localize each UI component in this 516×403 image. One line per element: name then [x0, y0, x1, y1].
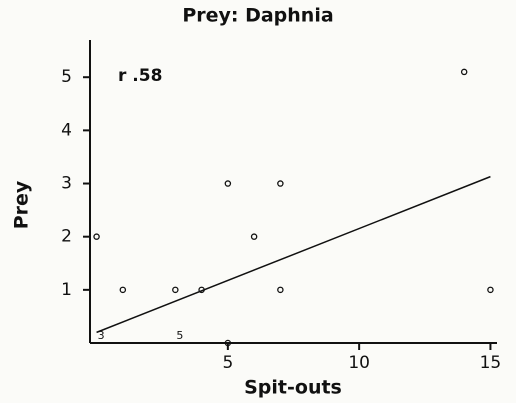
y-tick-label: 5	[61, 67, 72, 87]
point	[172, 286, 179, 294]
point	[198, 286, 205, 294]
y-tick-label: 3	[61, 174, 72, 194]
point	[277, 286, 284, 294]
y-tick-label: 1	[61, 280, 72, 300]
chart-title: Prey: Daphnia	[182, 5, 333, 27]
point	[250, 233, 258, 240]
point	[460, 68, 468, 76]
point	[93, 233, 100, 240]
y-axis-label: Prey	[11, 180, 33, 229]
count-label: 3	[98, 329, 105, 342]
count-label: 5	[176, 329, 183, 342]
point	[487, 286, 494, 294]
y-tick-label: 2	[61, 227, 72, 247]
point	[119, 286, 127, 294]
point	[224, 339, 232, 347]
x-tick-label: 10	[348, 353, 370, 373]
fit-line	[96, 175, 491, 334]
y-tick-label: 4	[61, 120, 72, 140]
annotation: r .58	[118, 66, 162, 86]
point	[224, 180, 232, 187]
point	[277, 180, 284, 187]
x-axis-label: Spit-outs	[244, 377, 342, 399]
x-tick-label: 15	[480, 353, 502, 373]
x-tick-label: 5	[222, 353, 233, 373]
